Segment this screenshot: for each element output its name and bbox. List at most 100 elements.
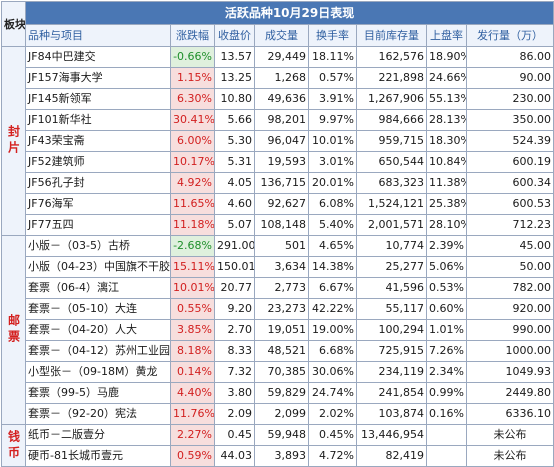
row-inventory: 103,874 xyxy=(356,403,427,425)
row-issue: 782.00 xyxy=(465,277,554,299)
row-close: 150.01 xyxy=(214,256,255,278)
row-inventory: 13,446,954 xyxy=(356,424,427,446)
row-turnover: 20.01% xyxy=(308,172,357,194)
table-row: 套票（06-4）漓江 10.01% 20.77 2,773 6.67% 41,596 0.5… xyxy=(2,277,554,299)
row-turnover: 0.57% xyxy=(308,67,357,89)
row-listing xyxy=(426,445,467,467)
col-header-name: 品种与项目 xyxy=(25,24,171,47)
row-inventory: 959,715 xyxy=(356,130,427,152)
row-volume: 59,829 xyxy=(254,382,309,404)
table-row: JF157海事大学 1.15% 13.25 1,268 0.57% 221,898 24.6… xyxy=(2,67,554,89)
row-close: 13.57 xyxy=(214,46,255,68)
table-row: 套票（99-5）马鹿 4.40% 3.80 59,829 24.74% 241,854 0.… xyxy=(2,382,554,404)
table-row: 硬币-81长城币壹元 0.59% 44.03 3,893 4.72% 82,419 未公布 xyxy=(2,445,554,467)
row-turnover: 3.91% xyxy=(308,88,357,110)
row-name: JF76海军 xyxy=(25,193,171,215)
row-issue: 990.00 xyxy=(465,319,554,341)
row-volume: 59,948 xyxy=(254,424,309,446)
row-turnover: 2.02% xyxy=(308,403,357,425)
row-issue: 未公布 xyxy=(465,424,554,446)
table-row: JF43荣宝斋 6.00% 5.30 96,047 10.01% 959,715 18.30… xyxy=(2,130,554,152)
row-inventory: 725,915 xyxy=(356,340,427,362)
row-close: 4.60 xyxy=(214,193,255,215)
row-listing: 11.38% xyxy=(426,172,467,194)
row-volume: 2,099 xyxy=(254,403,309,425)
row-listing: 2.34% xyxy=(426,361,467,383)
row-issue: 600.34 xyxy=(465,172,554,194)
row-listing: 18.30% xyxy=(426,130,467,152)
row-close: 20.77 xyxy=(214,277,255,299)
table-row: 套票－（05-10）大连 0.55% 9.20 23,273 42.22% 55,117 0… xyxy=(2,298,554,320)
row-issue: 712.23 xyxy=(465,214,554,236)
row-turnover: 18.11% xyxy=(308,46,357,68)
row-volume: 1,268 xyxy=(254,67,309,89)
row-name: 小版（04-23）中国旗不干胶 xyxy=(25,256,171,278)
row-issue: 920.00 xyxy=(465,298,554,320)
col-header-turnover: 换手率 xyxy=(308,24,357,47)
row-change: -0.66% xyxy=(170,46,215,68)
row-name: 小版－（03-5）古桥 xyxy=(25,235,171,257)
row-turnover: 6.08% xyxy=(308,193,357,215)
row-turnover: 9.97% xyxy=(308,109,357,131)
row-turnover: 24.74% xyxy=(308,382,357,404)
row-change: 11.76% xyxy=(170,403,215,425)
col-header-issue: 发行量（万） xyxy=(465,24,554,47)
row-turnover: 4.65% xyxy=(308,235,357,257)
row-turnover: 0.45% xyxy=(308,424,357,446)
row-volume: 70,385 xyxy=(254,361,309,383)
row-close: 5.30 xyxy=(214,130,255,152)
row-close: 4.05 xyxy=(214,172,255,194)
row-listing: 10.84% xyxy=(426,151,467,173)
row-listing: 7.26% xyxy=(426,340,467,362)
table-row: 套票－（04-12）苏州工业园 8.18% 8.33 48,521 6.68% 725,9… xyxy=(2,340,554,362)
row-turnover: 3.01% xyxy=(308,151,357,173)
row-change: 0.14% xyxy=(170,361,215,383)
row-change: 0.59% xyxy=(170,445,215,467)
row-inventory: 234,119 xyxy=(356,361,427,383)
row-issue: 524.39 xyxy=(465,130,554,152)
row-change: 6.00% xyxy=(170,130,215,152)
row-issue: 350.00 xyxy=(465,109,554,131)
row-issue: 1049.93 xyxy=(465,361,554,383)
row-change: 6.30% xyxy=(170,88,215,110)
row-listing: 0.16% xyxy=(426,403,467,425)
row-turnover: 10.01% xyxy=(308,130,357,152)
row-close: 5.66 xyxy=(214,109,255,131)
row-listing: 24.66% xyxy=(426,67,467,89)
row-volume: 98,201 xyxy=(254,109,309,131)
table-title: 活跃品种10月29日表现 xyxy=(24,1,554,25)
row-volume: 23,273 xyxy=(254,298,309,320)
row-change: 4.92% xyxy=(170,172,215,194)
row-issue: 45.00 xyxy=(465,235,554,257)
row-change: 15.11% xyxy=(170,256,215,278)
row-inventory: 2,001,571 xyxy=(356,214,427,236)
row-listing: 28.13% xyxy=(426,109,467,131)
section-label-cell: 邮票 xyxy=(1,235,26,425)
row-close: 9.20 xyxy=(214,298,255,320)
row-change: 3.85% xyxy=(170,319,215,341)
row-issue: 未公布 xyxy=(465,445,554,467)
row-inventory: 25,277 xyxy=(356,256,427,278)
row-name: 套票（99-5）马鹿 xyxy=(25,382,171,404)
row-listing: 0.60% xyxy=(426,298,467,320)
board-header: 板块 xyxy=(1,1,26,47)
row-close: 8.33 xyxy=(214,340,255,362)
row-volume: 19,051 xyxy=(254,319,309,341)
row-issue: 6336.10 xyxy=(465,403,554,425)
row-name: JF56孔子封 xyxy=(25,172,171,194)
column-header-row: 品种与项目 涨跌幅 收盘价 成交量 换手率 目前库存量 上盘率 发行量（万） xyxy=(2,24,554,47)
row-turnover: 4.72% xyxy=(308,445,357,467)
row-listing: 25.38% xyxy=(426,193,467,215)
table-row: 小版（04-23）中国旗不干胶 15.11% 150.01 3,634 14.38% 25… xyxy=(2,256,554,278)
section-label: 封片 xyxy=(6,125,21,157)
row-volume: 108,148 xyxy=(254,214,309,236)
row-turnover: 6.68% xyxy=(308,340,357,362)
row-close: 0.45 xyxy=(214,424,255,446)
row-name: 套票－（92-20）宪法 xyxy=(25,403,171,425)
table-row: 封片 JF84中巴建交 -0.66% 13.57 29,449 18.11% 162,576… xyxy=(1,46,554,236)
row-change: -2.68% xyxy=(170,235,215,257)
row-name: JF157海事大学 xyxy=(25,67,171,89)
row-close: 7.32 xyxy=(214,361,255,383)
row-issue: 230.00 xyxy=(465,88,554,110)
table-row: 套票－（92-20）宪法 11.76% 2.09 2,099 2.02% 103,874 0… xyxy=(2,403,554,425)
